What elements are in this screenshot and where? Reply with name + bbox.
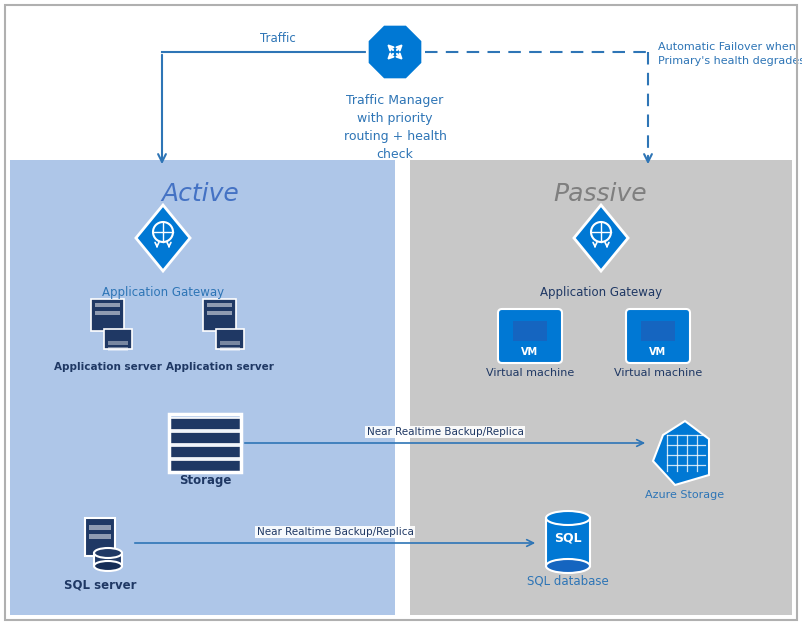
Ellipse shape — [546, 559, 590, 573]
Text: Automatic Failover when
Primary's health degrades: Automatic Failover when Primary's health… — [658, 42, 802, 66]
Ellipse shape — [94, 561, 122, 571]
Text: SQL database: SQL database — [527, 574, 609, 587]
Bar — [169, 431, 241, 444]
Polygon shape — [136, 205, 190, 271]
Polygon shape — [574, 205, 628, 271]
FancyBboxPatch shape — [626, 309, 690, 363]
Text: SQL: SQL — [554, 531, 581, 544]
Bar — [91, 299, 124, 331]
Bar — [207, 303, 232, 307]
Bar — [169, 446, 241, 458]
Text: Near Realtime Backup/Replica: Near Realtime Backup/Replica — [257, 527, 414, 537]
Text: Virtual machine: Virtual machine — [614, 368, 702, 378]
Bar — [169, 414, 241, 472]
Text: Azure Storage: Azure Storage — [646, 490, 724, 500]
Bar — [216, 329, 244, 349]
Text: VM: VM — [521, 347, 539, 357]
Text: Near Realtime Backup/Replica: Near Realtime Backup/Replica — [367, 427, 524, 437]
Bar — [410, 160, 792, 615]
Bar — [108, 341, 128, 345]
Bar — [169, 459, 241, 472]
Bar — [641, 321, 675, 341]
Bar — [220, 347, 240, 351]
Bar — [169, 418, 241, 430]
Text: Application server: Application server — [54, 362, 162, 372]
Bar — [207, 311, 232, 315]
Bar — [10, 160, 395, 615]
Text: Application Gateway: Application Gateway — [540, 286, 662, 299]
Polygon shape — [653, 421, 709, 485]
Bar — [94, 552, 122, 566]
Bar — [85, 518, 115, 556]
Bar — [104, 329, 132, 349]
Text: Active: Active — [161, 182, 239, 206]
Text: Passive: Passive — [553, 182, 646, 206]
Text: Traffic: Traffic — [260, 32, 296, 45]
Text: Storage: Storage — [179, 474, 231, 487]
Text: Traffic Manager
with priority
routing + health
check: Traffic Manager with priority routing + … — [343, 94, 447, 161]
Bar — [95, 311, 120, 315]
Bar — [89, 525, 111, 530]
Bar — [108, 347, 128, 351]
Bar — [203, 299, 236, 331]
Text: Application server: Application server — [166, 362, 274, 372]
Ellipse shape — [546, 511, 590, 525]
Bar — [95, 303, 120, 307]
Bar — [220, 341, 240, 345]
Bar — [546, 518, 590, 566]
Text: Application Gateway: Application Gateway — [102, 286, 224, 299]
Polygon shape — [367, 24, 423, 80]
Bar — [89, 534, 111, 539]
Ellipse shape — [94, 548, 122, 558]
Bar — [513, 321, 547, 341]
Text: VM: VM — [650, 347, 666, 357]
Text: Virtual machine: Virtual machine — [486, 368, 574, 378]
Text: SQL server: SQL server — [63, 579, 136, 592]
FancyBboxPatch shape — [498, 309, 562, 363]
